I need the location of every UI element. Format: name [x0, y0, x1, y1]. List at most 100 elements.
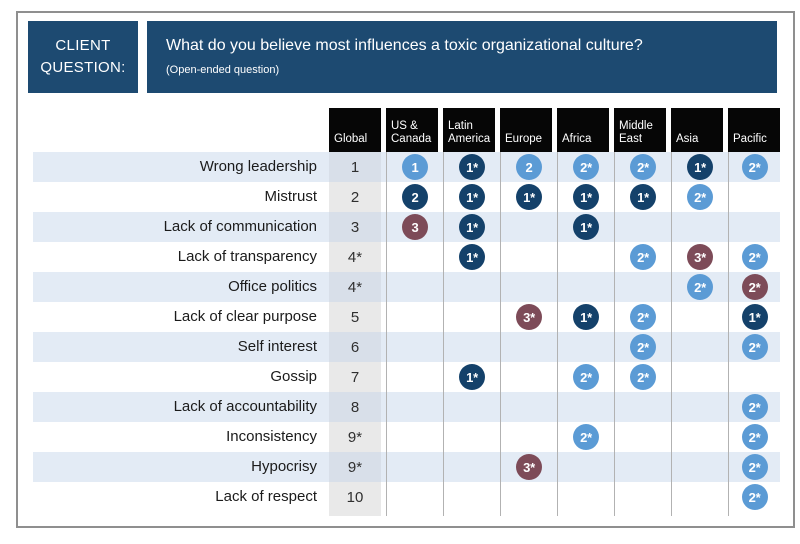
rank-cell-asia: 3* — [671, 242, 728, 272]
rank-circle: 2* — [630, 244, 656, 270]
rank-cell-europe: 3* — [500, 302, 557, 332]
rank-cell-asia — [671, 362, 728, 392]
rank-circle: 1* — [459, 364, 485, 390]
global-rank-value: 7 — [329, 362, 381, 392]
rank-cell-pacific: 2* — [728, 392, 780, 422]
rank-cell-latin-america — [443, 332, 500, 362]
global-rank-value: 10 — [329, 482, 381, 512]
global-rank-value: 4* — [329, 242, 381, 272]
rank-cell-europe — [500, 332, 557, 362]
rank-circle: 3* — [516, 454, 542, 480]
global-rank-cell: 10 — [329, 482, 386, 512]
column-header-box: Middle East — [614, 108, 666, 152]
rank-cell-africa — [557, 482, 614, 512]
separator-extension — [500, 512, 557, 516]
client-question-box: What do you believe most influences a to… — [147, 21, 777, 93]
rank-circle: 2* — [741, 274, 768, 300]
row-label-lack-of-clear-purpose: Lack of clear purpose — [173, 308, 317, 325]
rank-cell-asia — [671, 302, 728, 332]
global-rank-value: 8 — [329, 392, 381, 422]
column-header-europe: Europe — [500, 108, 557, 152]
rank-cell-pacific: 2* — [728, 452, 780, 482]
rank-circle: 1* — [459, 244, 485, 270]
global-rank-cell: 4* — [329, 272, 386, 302]
rank-cell-middle-east — [614, 212, 671, 242]
column-header-box: Global — [329, 108, 381, 152]
rank-cell-us-canada — [386, 302, 443, 332]
global-rank-cell: 6 — [329, 332, 386, 362]
column-header-box: Latin America — [443, 108, 495, 152]
rank-cell-africa: 1* — [557, 212, 614, 242]
column-header-global: Global — [329, 108, 386, 152]
rank-cell-middle-east: 2* — [614, 362, 671, 392]
rank-cell-africa — [557, 452, 614, 482]
rank-cell-europe: 2 — [500, 152, 557, 182]
global-rank-cell: 3 — [329, 212, 386, 242]
rank-circle: 2* — [630, 364, 656, 390]
rank-cell-pacific — [728, 362, 780, 392]
rank-cell-latin-america — [443, 452, 500, 482]
rank-cell-middle-east — [614, 272, 671, 302]
question-subtext: (Open-ended question) — [166, 64, 280, 77]
report-card: CLIENT QUESTION: What do you believe mos… — [16, 11, 795, 528]
rank-circle: 2* — [687, 184, 713, 210]
rank-circle: 3 — [402, 214, 428, 240]
rank-circle: 2* — [687, 274, 713, 300]
rank-circle: 1* — [741, 304, 768, 330]
rank-circle: 1* — [573, 304, 599, 330]
global-rank-cell: 5 — [329, 302, 386, 332]
global-rank-cell: 2 — [329, 182, 386, 212]
column-header-middle-east: Middle East — [614, 108, 671, 152]
global-rank-value: 6 — [329, 332, 381, 362]
rank-cell-middle-east: 2* — [614, 242, 671, 272]
rank-cell-pacific — [728, 212, 780, 242]
rank-cell-latin-america: 1* — [443, 362, 500, 392]
rank-cell-africa: 2* — [557, 422, 614, 452]
row-label-gossip: Gossip — [270, 368, 317, 385]
rank-cell-us-canada — [386, 422, 443, 452]
rank-circle: 2 — [402, 184, 428, 210]
rank-cell-latin-america — [443, 302, 500, 332]
rank-cell-middle-east — [614, 392, 671, 422]
separator-extension — [728, 512, 780, 516]
rank-cell-asia — [671, 452, 728, 482]
rank-circle: 2 — [516, 154, 542, 180]
rank-cell-us-canada — [386, 482, 443, 512]
rank-circle: 2* — [741, 244, 768, 270]
rank-cell-asia — [671, 392, 728, 422]
rank-cell-pacific — [728, 182, 780, 212]
column-header-spacer — [33, 108, 329, 152]
rank-cell-europe — [500, 242, 557, 272]
rank-cell-africa: 1* — [557, 182, 614, 212]
rank-cell-us-canada — [386, 362, 443, 392]
rank-cell-latin-america: 1* — [443, 242, 500, 272]
column-header-pacific: Pacific — [728, 108, 780, 152]
row-label-lack-of-respect: Lack of respect — [215, 488, 317, 505]
rank-cell-middle-east: 2* — [614, 152, 671, 182]
column-header-box: Pacific — [728, 108, 780, 152]
rank-cell-asia — [671, 212, 728, 242]
global-rank-cell: 1 — [329, 152, 386, 182]
rank-cell-middle-east: 1* — [614, 182, 671, 212]
rank-circle: 1* — [459, 184, 485, 210]
column-header-asia: Asia — [671, 108, 728, 152]
ranking-table: Global US & Canada Latin America Europe Afri… — [33, 108, 780, 516]
separator-extension — [671, 512, 728, 516]
rank-circle: 2* — [630, 304, 656, 330]
global-rank-value: 1 — [329, 152, 381, 182]
footer-spacer — [33, 512, 329, 516]
row-label-lack-of-accountability: Lack of accountability — [33, 392, 329, 422]
question-title: What do you believe most influences a to… — [166, 37, 643, 54]
rank-cell-europe — [500, 272, 557, 302]
rank-circle: 2* — [573, 154, 599, 180]
rank-cell-middle-east — [614, 422, 671, 452]
rank-circle: 2* — [741, 154, 768, 180]
global-rank-value: 5 — [329, 302, 381, 332]
global-rank-cell: 9* — [329, 422, 386, 452]
rank-circle: 2* — [741, 424, 768, 450]
row-label-inconsistency: Inconsistency — [226, 428, 317, 445]
rank-cell-africa — [557, 242, 614, 272]
row-label-wrong-leadership: Wrong leadership — [33, 152, 329, 182]
rank-cell-middle-east — [614, 482, 671, 512]
rank-circle: 1* — [573, 214, 599, 240]
